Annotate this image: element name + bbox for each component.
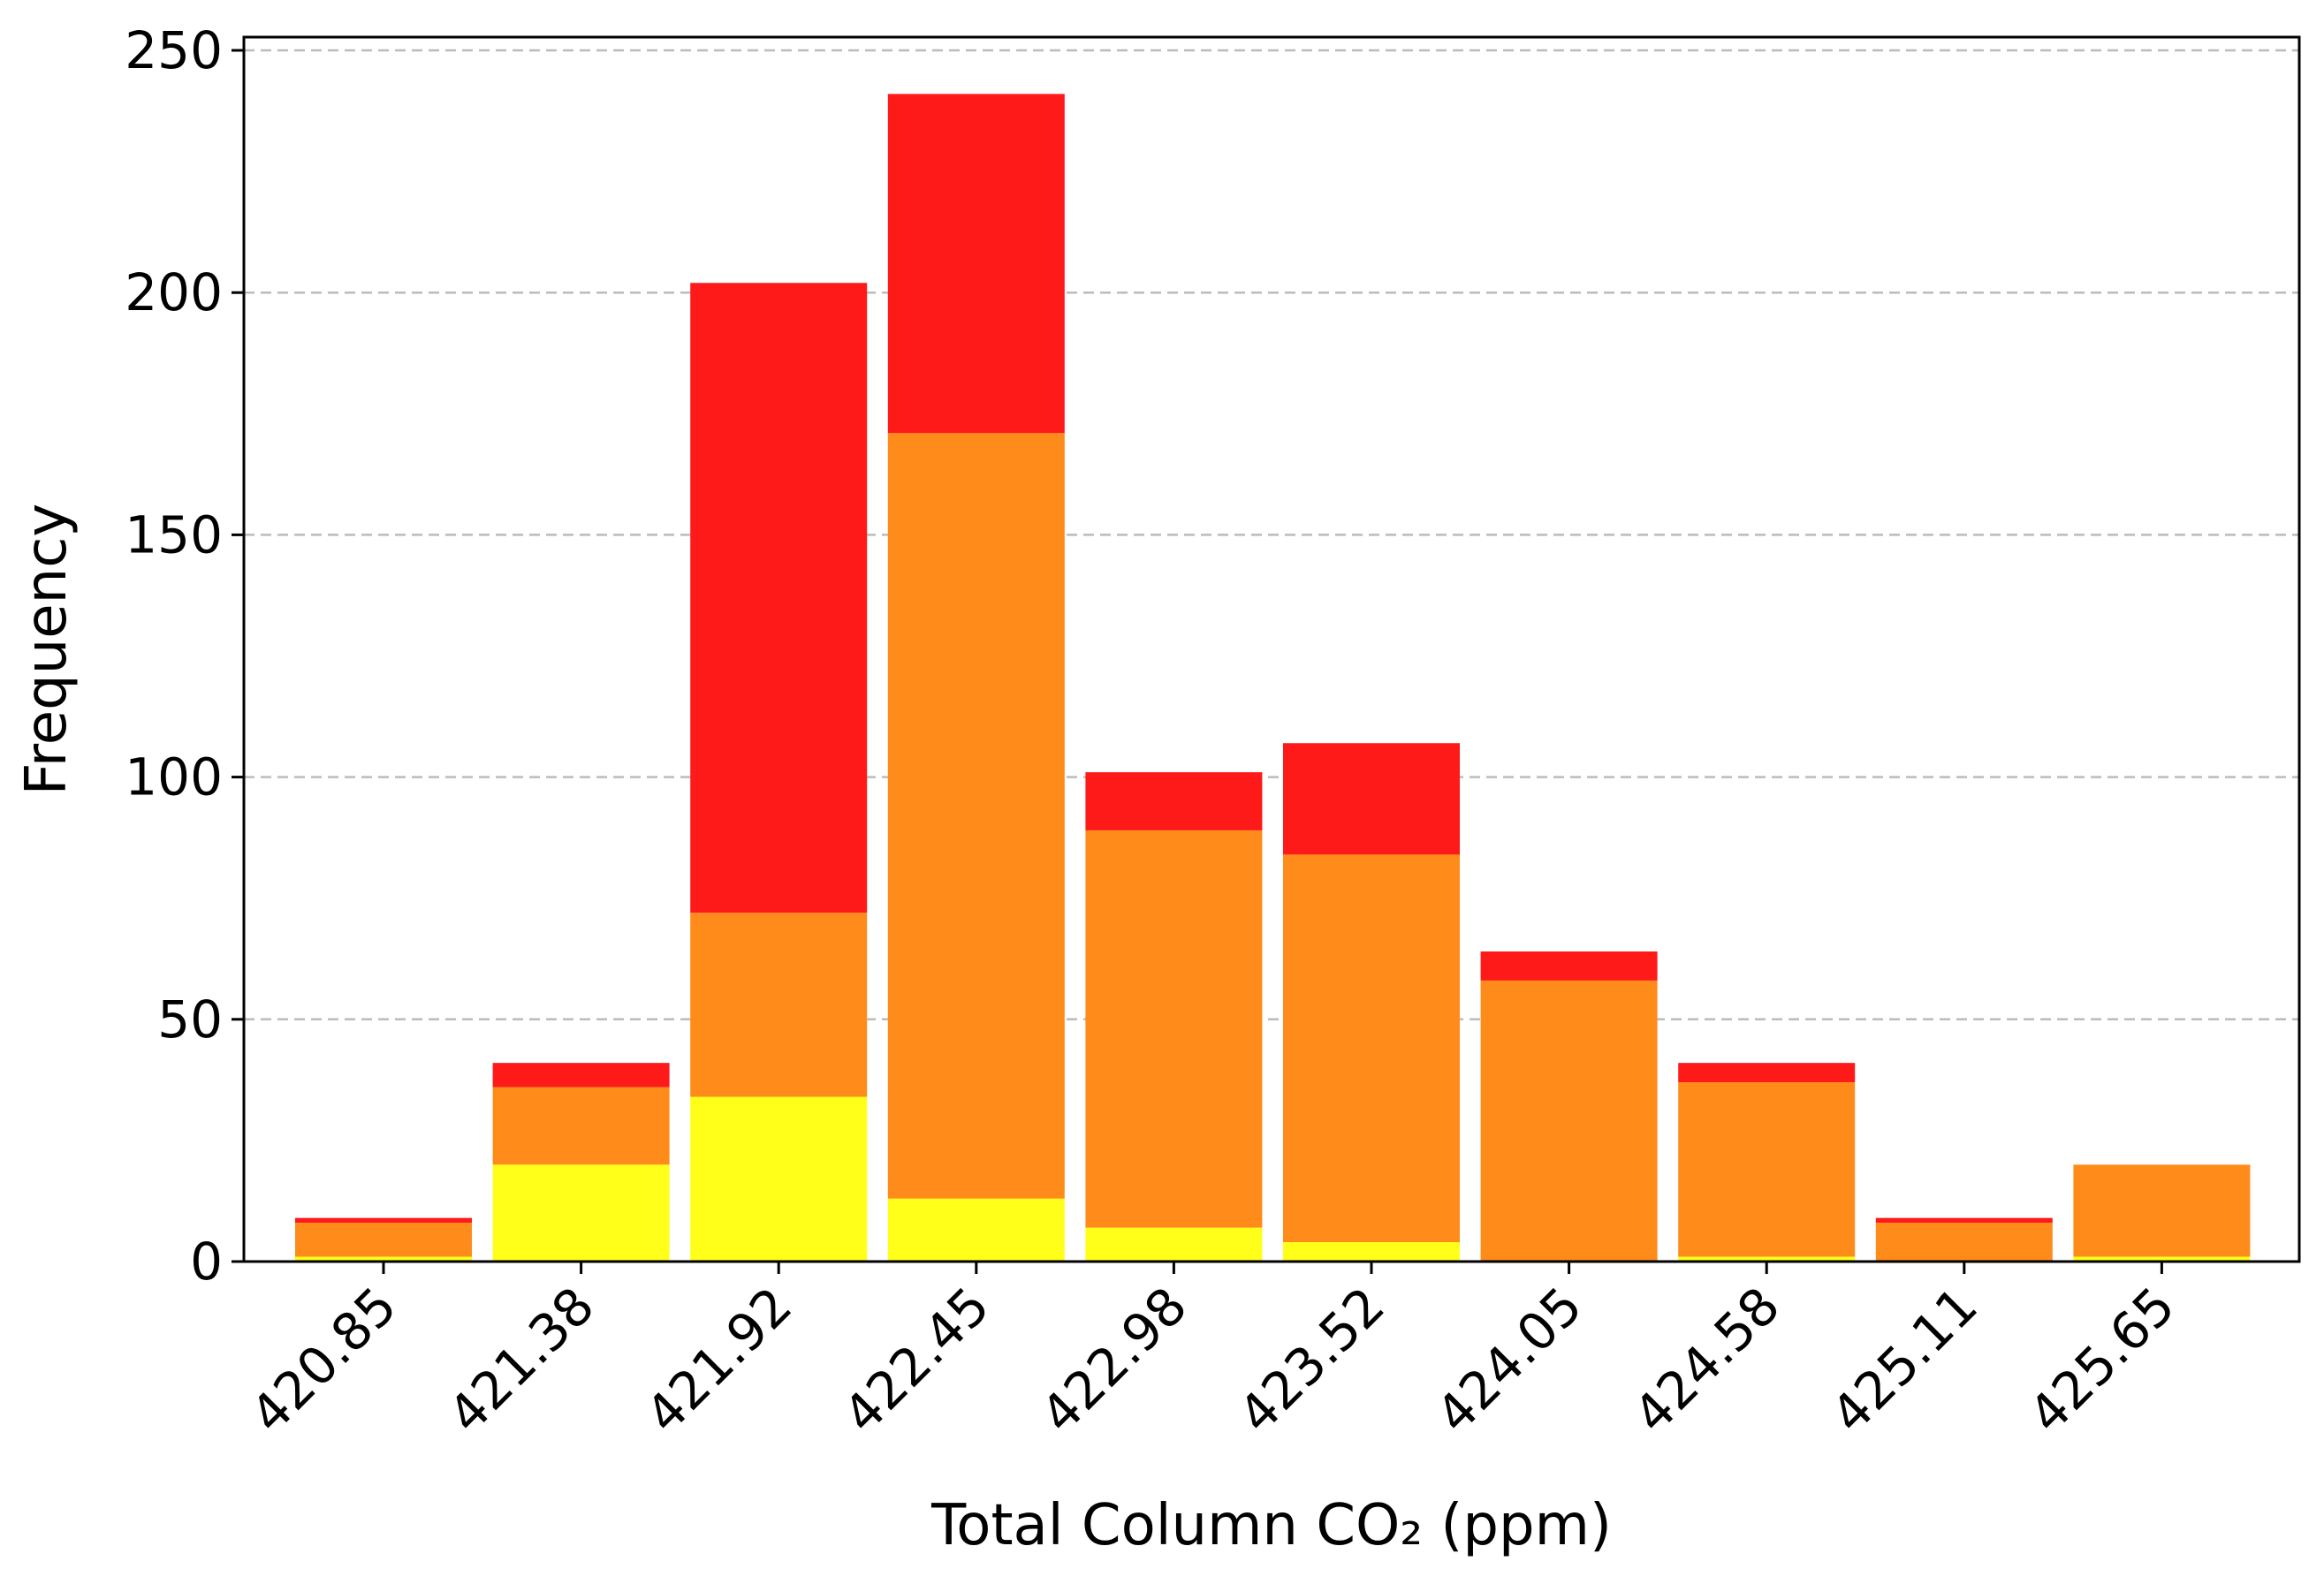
bar-segment-yellow <box>887 1198 1065 1262</box>
grid-lines <box>244 49 2299 1021</box>
y-axis-ticks: 0 50 100 150 200 250 <box>125 20 244 1292</box>
bar-segment-orange <box>295 1223 472 1257</box>
bar-segment-red <box>690 283 868 913</box>
bar-segment-red <box>1085 772 1263 830</box>
x-axis-label: Total Column CO₂ (ppm) <box>930 1493 1612 1558</box>
bar-segment-yellow <box>1283 1242 1460 1262</box>
bar-segment-orange <box>1085 830 1263 1228</box>
bar-segment-yellow <box>2073 1256 2251 1262</box>
bar-segment-orange <box>1875 1223 2053 1262</box>
bar-segment-orange <box>1480 980 1658 1262</box>
bar-segment-red <box>1283 743 1460 855</box>
bar-segment-red <box>295 1217 472 1224</box>
plot-frame <box>242 35 2301 1263</box>
bar-segment-orange <box>1678 1082 1856 1257</box>
bar-segment-red <box>492 1063 670 1088</box>
y-tick-label: 100 <box>125 747 223 807</box>
bar-segment-red <box>1678 1063 1856 1083</box>
bar-segment-orange <box>2073 1164 2251 1257</box>
y-tick-label: 50 <box>157 989 223 1050</box>
y-tick-label: 150 <box>125 504 223 565</box>
y-axis-label: Frequency <box>14 504 80 796</box>
bar-segment-orange <box>1283 854 1460 1243</box>
bar-segment-yellow <box>295 1256 472 1262</box>
bars <box>295 94 2251 1262</box>
y-tick-label: 200 <box>125 262 223 322</box>
bar-segment-yellow <box>690 1096 868 1262</box>
y-tick-label: 0 <box>190 1232 223 1292</box>
y-tick-label: 250 <box>125 20 223 80</box>
bar-segment-red <box>887 94 1065 434</box>
bar-segment-orange <box>492 1087 670 1165</box>
bar-segment-red <box>1875 1217 2053 1224</box>
bar-segment-orange <box>690 913 868 1097</box>
bar-segment-yellow <box>1085 1227 1263 1262</box>
bar-segment-yellow <box>492 1164 670 1262</box>
bar-segment-yellow <box>1678 1256 1856 1262</box>
bar-segment-orange <box>887 433 1065 1199</box>
bar-segment-red <box>1480 951 1658 981</box>
